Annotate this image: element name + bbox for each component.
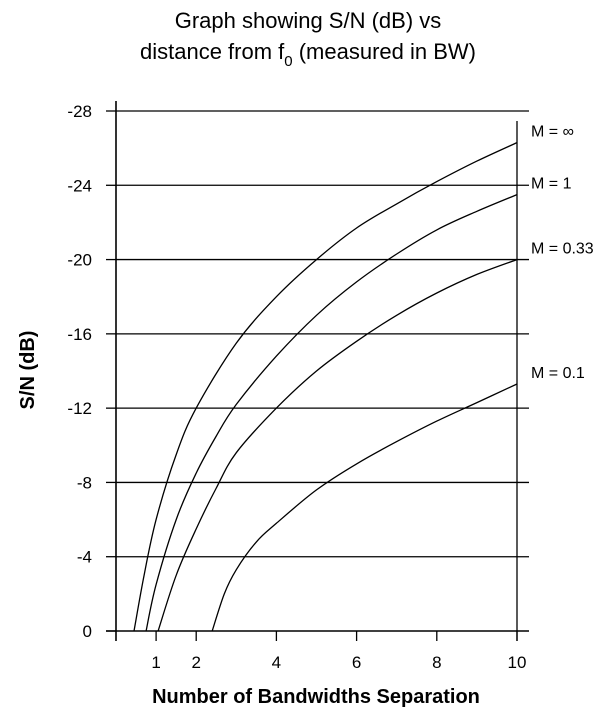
x-tick-label-5: 10 (508, 653, 527, 672)
chart-title-line-2-suffix: (measured in BW) (293, 39, 476, 64)
x-tick-label-2: 4 (272, 653, 281, 672)
y-axis-ticks: -28 -24 -20 -16 -12 -8 -4 0 (67, 102, 116, 641)
x-axis-label: Number of Bandwidths Separation (152, 686, 480, 708)
x-axis-ticks: 1 2 4 6 8 10 (151, 631, 526, 672)
series-label-1: M = 1 (531, 176, 572, 193)
axes (106, 101, 529, 641)
y-tick-label-4: -12 (67, 399, 92, 418)
y-tick-label-0: -28 (67, 102, 92, 121)
series-labels: M = ∞ M = 1 M = 0.33 M = 0.1 (531, 124, 594, 382)
x-tick-label-4: 8 (432, 653, 441, 672)
x-tick-label-3: 6 (352, 653, 361, 672)
series-line-2 (157, 258, 518, 632)
chart-title-line-1: Graph showing S/N (dB) vs (175, 8, 442, 33)
y-tick-label-3: -16 (67, 325, 92, 344)
x-tick-label-0: 1 (151, 653, 160, 672)
chart-title-line-2-prefix: distance from f (140, 39, 285, 64)
series-line-1 (145, 194, 518, 632)
y-tick-label-5: -8 (77, 473, 92, 492)
chart-title-line-2: distance from f0 (measured in BW) (140, 39, 476, 70)
series-label-3: M = 0.1 (531, 365, 585, 382)
series-lines (133, 142, 518, 632)
y-tick-label-6: -4 (77, 548, 92, 567)
y-tick-label-7: 0 (83, 622, 92, 641)
gridlines (116, 110, 529, 558)
chart-title-subscript: 0 (284, 53, 292, 70)
y-tick-label-2: -20 (67, 251, 92, 270)
series-line-0 (133, 142, 518, 632)
y-axis-label: S/N (dB) (17, 331, 39, 410)
series-label-2: M = 0.33 (531, 241, 594, 258)
y-tick-label-1: -24 (67, 176, 92, 195)
series-label-0: M = ∞ (531, 124, 574, 141)
series-line-3 (211, 383, 518, 632)
x-tick-label-1: 2 (191, 653, 200, 672)
